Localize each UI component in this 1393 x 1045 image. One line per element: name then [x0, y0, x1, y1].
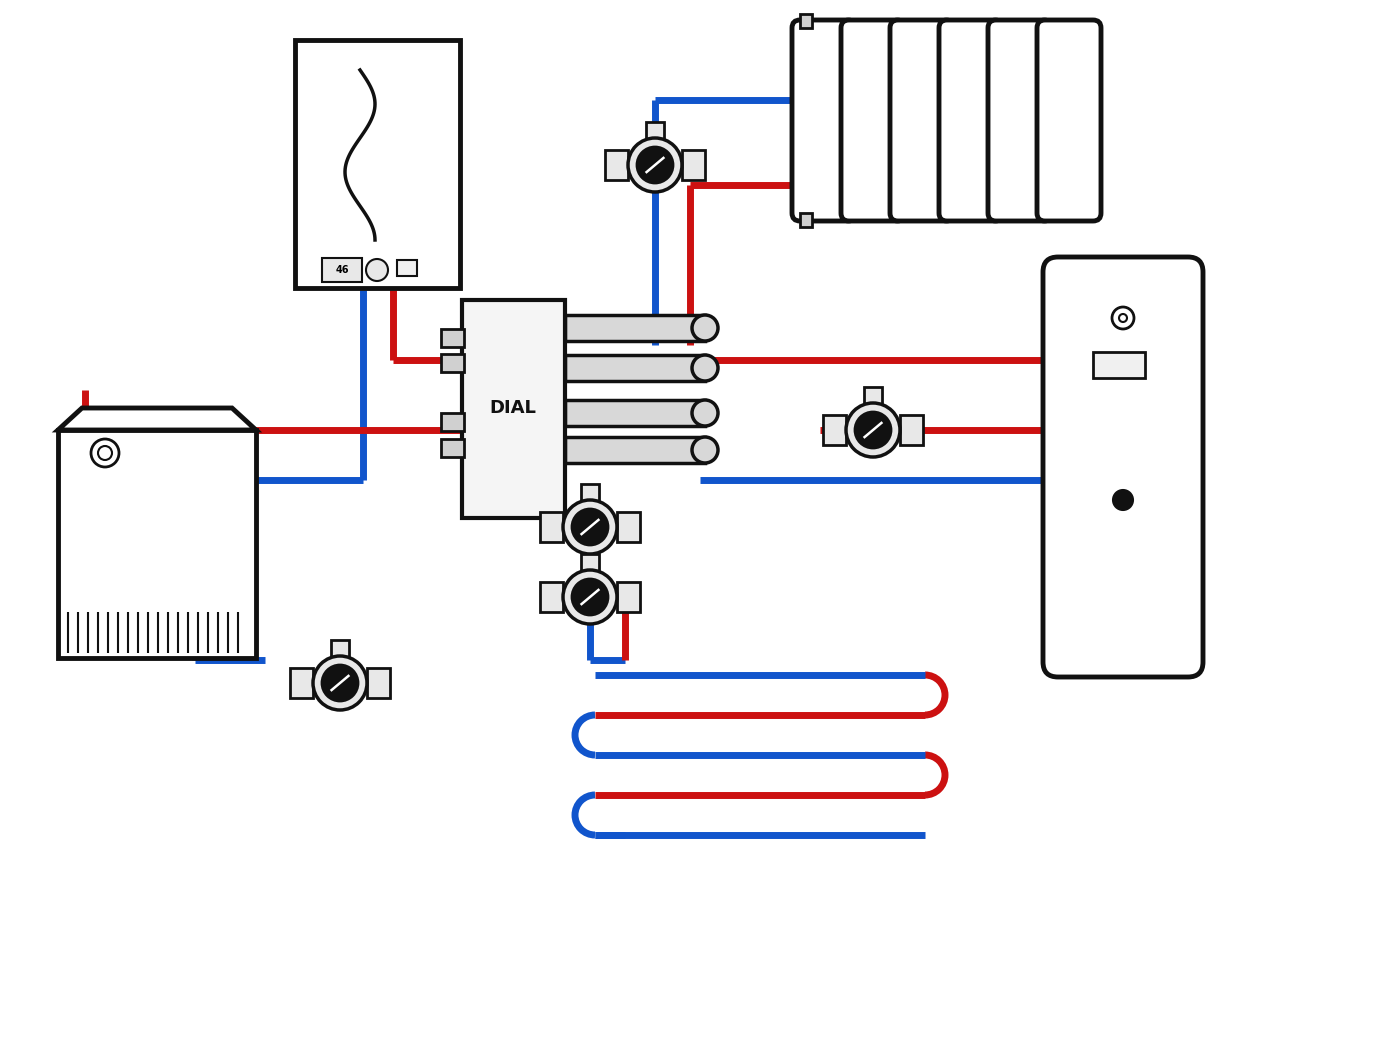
- FancyBboxPatch shape: [890, 20, 954, 220]
- Circle shape: [692, 355, 717, 381]
- Circle shape: [313, 656, 366, 710]
- Circle shape: [573, 579, 607, 616]
- Circle shape: [98, 446, 111, 460]
- Bar: [800, 14, 812, 28]
- Circle shape: [91, 439, 118, 467]
- Bar: [540, 582, 563, 612]
- Circle shape: [637, 147, 673, 183]
- FancyBboxPatch shape: [793, 20, 857, 220]
- Bar: [581, 484, 599, 504]
- Bar: [290, 668, 313, 698]
- Circle shape: [692, 315, 717, 341]
- Bar: [442, 329, 464, 347]
- Circle shape: [692, 437, 717, 463]
- FancyBboxPatch shape: [841, 20, 905, 220]
- Bar: [442, 354, 464, 372]
- Bar: [566, 355, 705, 381]
- Bar: [566, 315, 705, 341]
- Bar: [322, 258, 362, 282]
- Circle shape: [1119, 314, 1127, 322]
- Bar: [540, 512, 563, 542]
- Circle shape: [563, 500, 617, 554]
- Bar: [823, 415, 846, 445]
- Polygon shape: [59, 408, 256, 429]
- Bar: [366, 668, 390, 698]
- Bar: [800, 213, 812, 227]
- Bar: [295, 40, 460, 288]
- Text: DIAL: DIAL: [489, 399, 536, 417]
- FancyBboxPatch shape: [939, 20, 1003, 220]
- Bar: [683, 150, 705, 180]
- Circle shape: [322, 665, 358, 701]
- FancyBboxPatch shape: [1043, 257, 1204, 677]
- FancyBboxPatch shape: [1036, 20, 1100, 220]
- FancyBboxPatch shape: [988, 20, 1052, 220]
- Circle shape: [1113, 490, 1133, 510]
- Bar: [566, 400, 705, 426]
- Bar: [442, 413, 464, 431]
- Bar: [900, 415, 924, 445]
- Bar: [864, 387, 882, 407]
- Bar: [462, 300, 566, 518]
- Circle shape: [692, 400, 717, 426]
- Bar: [442, 439, 464, 457]
- Bar: [581, 554, 599, 574]
- Circle shape: [628, 138, 683, 192]
- Circle shape: [366, 259, 389, 281]
- Text: 46: 46: [336, 265, 348, 275]
- Bar: [332, 640, 350, 660]
- Bar: [646, 122, 664, 142]
- Circle shape: [563, 570, 617, 624]
- Bar: [566, 437, 705, 463]
- Bar: [1094, 352, 1145, 378]
- Circle shape: [855, 412, 892, 448]
- Circle shape: [846, 403, 900, 457]
- Bar: [605, 150, 628, 180]
- Bar: [59, 429, 256, 658]
- Bar: [617, 582, 639, 612]
- Bar: [617, 512, 639, 542]
- Circle shape: [573, 509, 607, 545]
- Bar: [397, 260, 417, 276]
- Circle shape: [1112, 307, 1134, 329]
